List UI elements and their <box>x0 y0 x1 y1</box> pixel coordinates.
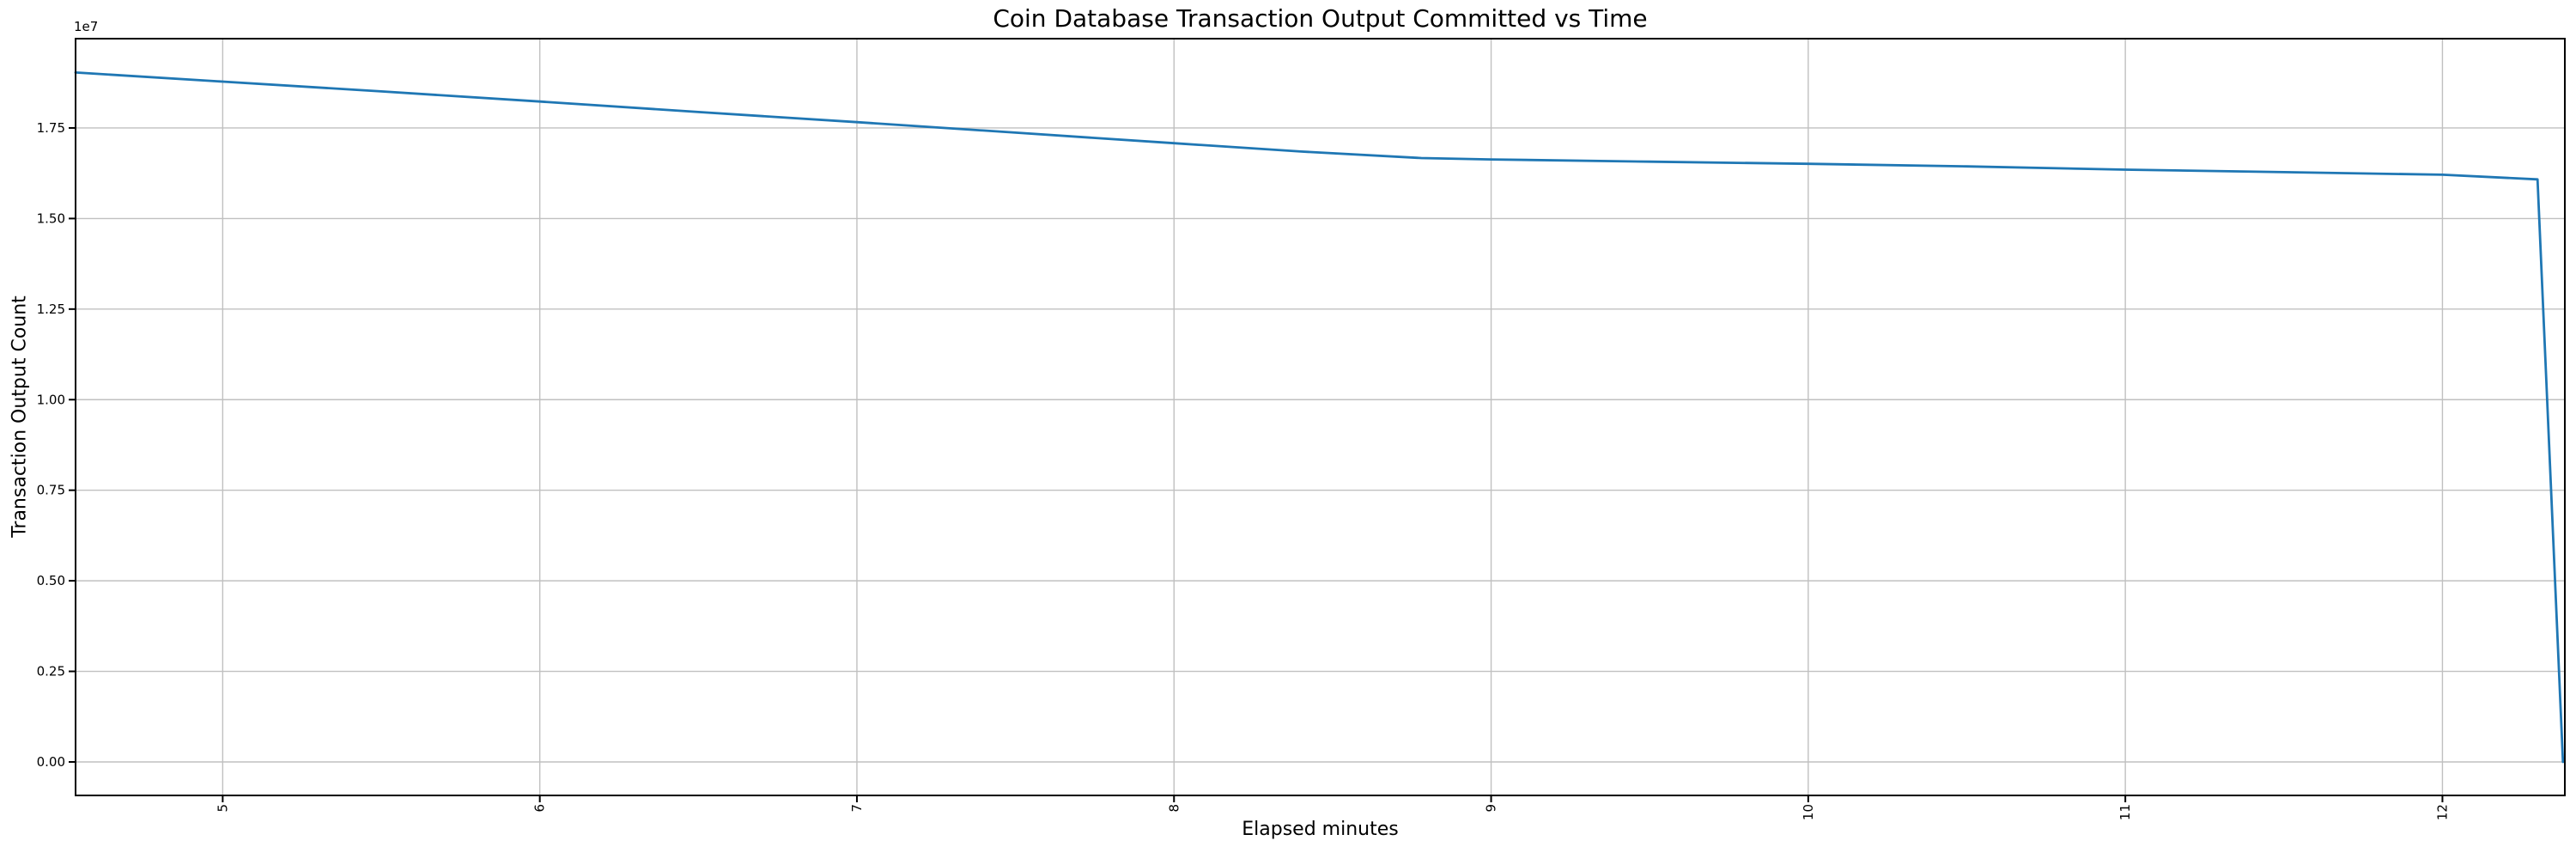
x-tick-label: 11 <box>2117 804 2133 820</box>
x-tick-label: 12 <box>2434 804 2450 820</box>
x-tick-label: 10 <box>1801 804 1816 820</box>
x-tick-label: 8 <box>1166 804 1182 813</box>
y-axis-label: Transaction Output Count <box>9 295 31 538</box>
x-axis-label: Elapsed minutes <box>1242 819 1399 840</box>
x-tick-label: 9 <box>1484 804 1499 813</box>
y-tick-label: 1.25 <box>37 302 65 317</box>
y-tick-label: 1.00 <box>37 392 65 407</box>
x-tick-label: 5 <box>215 804 230 813</box>
axes-spines <box>75 38 2566 796</box>
x-tick-label: 6 <box>532 804 548 813</box>
y-tick-label: 1.75 <box>37 120 65 136</box>
chart-title: Coin Database Transaction Output Committ… <box>993 4 1648 33</box>
y-tick-label: 0.50 <box>37 573 65 588</box>
y-tick-label: 0.00 <box>37 754 65 770</box>
y-tick-label: 1.50 <box>37 210 65 226</box>
y-axis-offset-label: 1e7 <box>74 19 99 34</box>
y-tick-label: 0.75 <box>37 483 65 498</box>
data-line-transaction-output-count <box>74 71 2565 764</box>
x-tick-label: 7 <box>849 804 865 813</box>
y-tick-label: 0.25 <box>37 664 65 679</box>
